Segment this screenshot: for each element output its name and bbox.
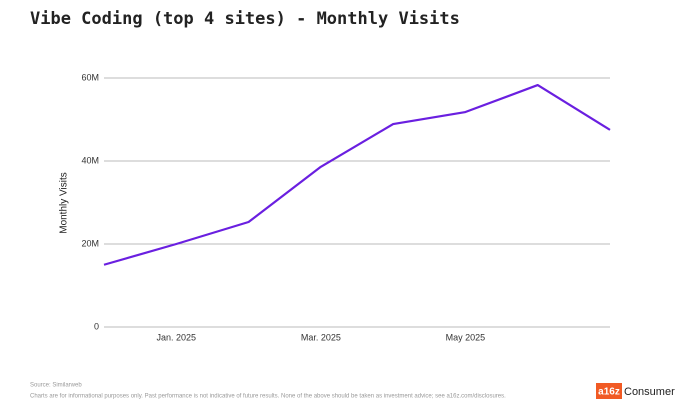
x-tick-label: Jan. 2025 <box>157 332 197 342</box>
x-tick-label: May 2025 <box>446 332 486 342</box>
y-tick-label: 0 <box>94 321 99 331</box>
brand: a16z <box>598 387 620 398</box>
y-tick-label: 20M <box>81 238 99 248</box>
x-tick-label: Mar. 2025 <box>301 332 341 342</box>
y-axis-label: Monthly Visits <box>59 172 70 234</box>
chart-title: Vibe Coding (top 4 sites) - Monthly Visi… <box>30 9 460 29</box>
brand-box <box>596 383 622 399</box>
data-line <box>103 83 611 266</box>
source: Source: Similarweb <box>30 383 82 389</box>
brand-suffix: Consumer <box>624 386 675 398</box>
note: Charts are for informational purposes on… <box>30 394 506 400</box>
y-tick-label: 60M <box>81 72 99 82</box>
y-tick-label: 40M <box>81 155 99 165</box>
